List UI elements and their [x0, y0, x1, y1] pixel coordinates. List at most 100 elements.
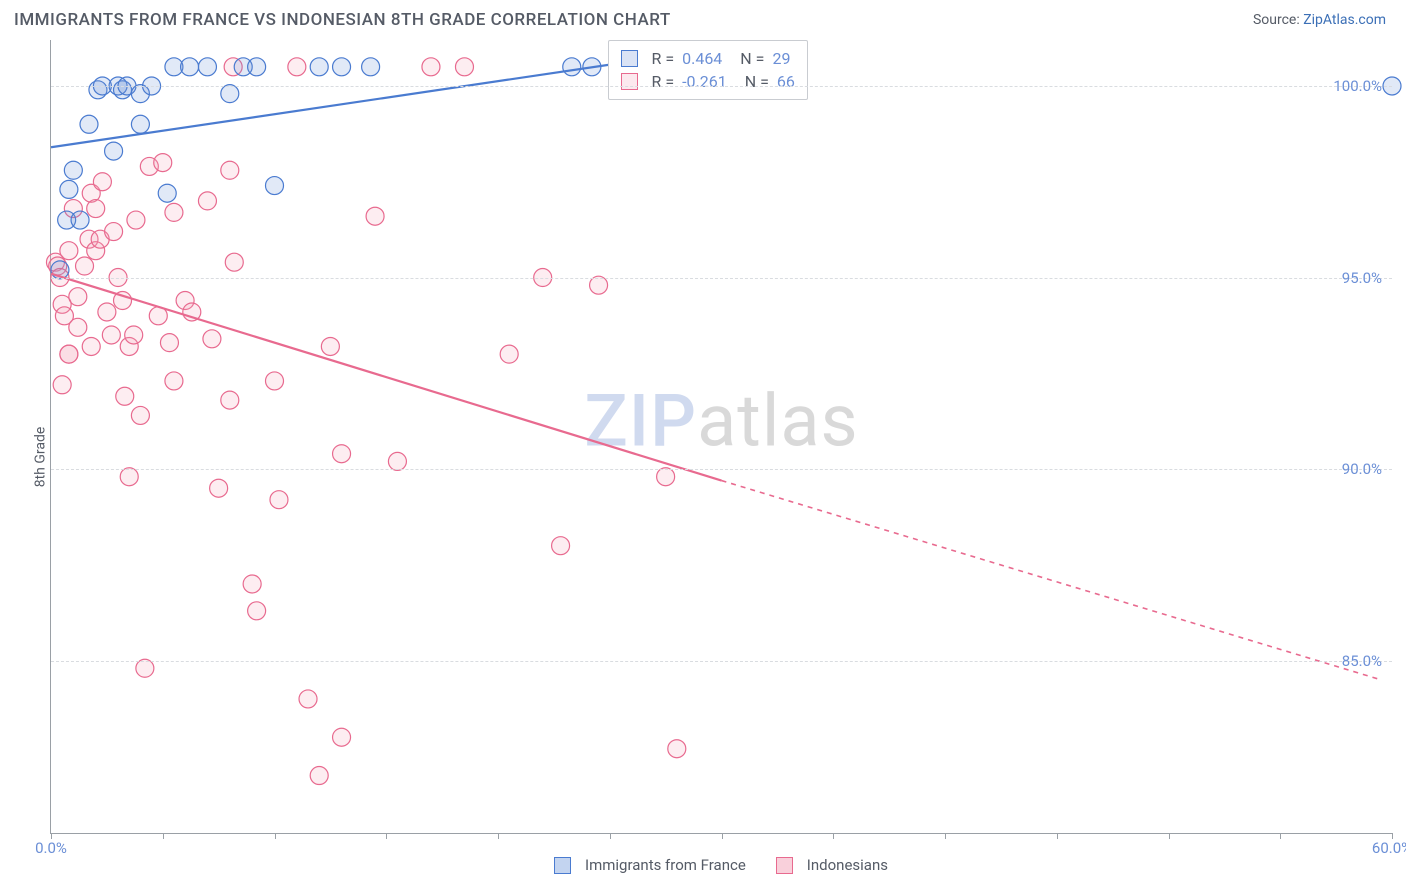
scatter-point: [455, 58, 473, 76]
swatch: [554, 857, 571, 874]
xtick: [1280, 833, 1281, 839]
swatch: [621, 73, 638, 90]
gridline-h: [51, 86, 1392, 87]
scatter-point: [69, 318, 87, 336]
xtick: [1057, 833, 1058, 839]
xtick: [722, 833, 723, 839]
scatter-point: [64, 161, 82, 179]
scatter-point: [80, 115, 98, 133]
scatter-point: [60, 242, 78, 260]
scatter-point: [321, 337, 339, 355]
scatter-point: [181, 58, 199, 76]
scatter-point: [160, 334, 178, 352]
stats-row: R = 0.464N = 29: [621, 47, 795, 70]
scatter-point: [60, 180, 78, 198]
ytick-label: 95.0%: [1342, 269, 1382, 287]
scatter-point: [590, 276, 608, 294]
ytick-label: 100.0%: [1333, 77, 1382, 95]
xtick: [275, 833, 276, 839]
scatter-point: [668, 740, 686, 758]
bottom-legend: Immigrants from France Indonesians: [50, 856, 1392, 874]
scatter-point: [154, 154, 172, 172]
gridline-h: [51, 469, 1392, 470]
legend-label: Indonesians: [807, 856, 888, 874]
chart-title: IMMIGRANTS FROM FRANCE VS INDONESIAN 8TH…: [14, 10, 671, 30]
scatter-point: [248, 58, 266, 76]
scatter-point: [136, 659, 154, 677]
y-axis-label: 8th Grade: [32, 427, 48, 488]
scatter-point: [221, 391, 239, 409]
scatter-point: [105, 223, 123, 241]
scatter-point: [366, 207, 384, 225]
scatter-point: [288, 58, 306, 76]
scatter-point: [225, 253, 243, 271]
scatter-point: [299, 690, 317, 708]
scatter-point: [266, 177, 284, 195]
xtick-label: 60.0%: [1372, 839, 1406, 857]
xtick: [945, 833, 946, 839]
scatter-point: [248, 602, 266, 620]
swatch: [621, 50, 638, 67]
stats-legend: R = 0.464N = 29R = -0.261N = 66: [608, 40, 808, 100]
scatter-point: [552, 537, 570, 555]
scatter-point: [69, 288, 87, 306]
ytick-label: 85.0%: [1342, 652, 1382, 670]
scatter-point: [116, 387, 134, 405]
legend-item: Immigrants from France: [554, 856, 746, 874]
source-label: Source: ZipAtlas.com: [1253, 12, 1386, 28]
scatter-point: [120, 468, 138, 486]
scatter-point: [198, 192, 216, 210]
scatter-point: [362, 58, 380, 76]
trend-line: [51, 274, 722, 481]
scatter-point: [131, 406, 149, 424]
legend-item: Indonesians: [776, 856, 888, 874]
scatter-point: [221, 161, 239, 179]
scatter-point: [422, 58, 440, 76]
legend-label: Immigrants from France: [585, 856, 746, 874]
scatter-point: [243, 575, 261, 593]
scatter-point: [165, 372, 183, 390]
scatter-point: [310, 767, 328, 785]
xtick: [386, 833, 387, 839]
gridline-h: [51, 278, 1392, 279]
scatter-point: [98, 303, 116, 321]
scatter-point: [388, 452, 406, 470]
scatter-point: [563, 58, 581, 76]
xtick: [610, 833, 611, 839]
scatter-point: [333, 728, 351, 746]
xtick-label: 0.0%: [35, 839, 67, 857]
xtick: [833, 833, 834, 839]
scatter-point: [221, 85, 239, 103]
swatch: [776, 857, 793, 874]
source-link[interactable]: ZipAtlas.com: [1303, 12, 1386, 28]
scatter-point: [71, 211, 89, 229]
scatter-point: [60, 345, 78, 363]
xtick: [1169, 833, 1170, 839]
scatter-point: [266, 372, 284, 390]
scatter-point: [102, 326, 120, 344]
scatter-point: [333, 58, 351, 76]
scatter-point: [87, 200, 105, 218]
scatter-point: [131, 115, 149, 133]
scatter-point: [333, 445, 351, 463]
gridline-h: [51, 661, 1392, 662]
scatter-point: [53, 376, 71, 394]
scatter-point: [203, 330, 221, 348]
chart-svg: [51, 40, 1392, 833]
trend-line-extrapolate: [722, 481, 1381, 680]
xtick: [163, 833, 164, 839]
scatter-point: [500, 345, 518, 363]
ytick-label: 90.0%: [1342, 460, 1382, 478]
scatter-point: [198, 58, 216, 76]
xtick: [498, 833, 499, 839]
scatter-point: [82, 337, 100, 355]
scatter-point: [93, 173, 111, 191]
scatter-point: [657, 468, 675, 486]
scatter-point: [76, 257, 94, 275]
stats-row: R = -0.261N = 66: [621, 70, 795, 93]
plot-area: ZIPatlas R = 0.464N = 29R = -0.261N = 66…: [50, 40, 1392, 834]
scatter-point: [270, 491, 288, 509]
scatter-point: [165, 203, 183, 221]
scatter-point: [127, 211, 145, 229]
trend-line: [51, 63, 621, 147]
